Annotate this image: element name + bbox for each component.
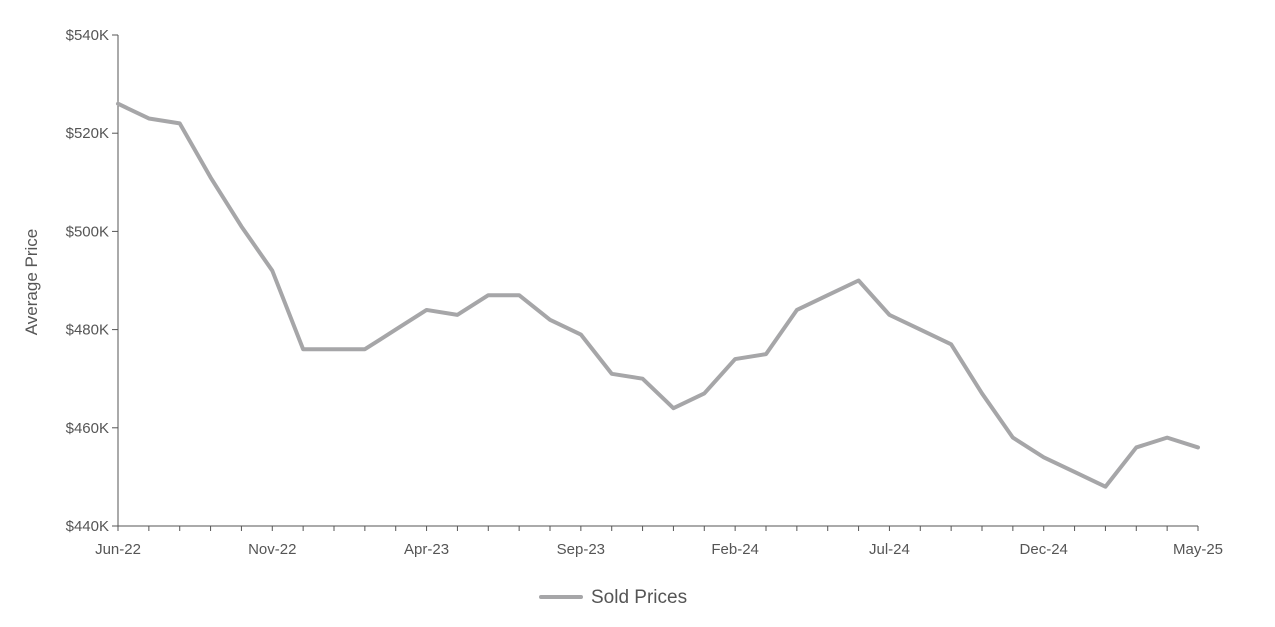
y-tick-label: $460K: [66, 420, 109, 437]
x-tick-label: Jul-24: [869, 541, 910, 558]
y-tick-label: $480K: [66, 322, 109, 339]
series-layer: [116, 101, 1200, 489]
legend: Sold Prices: [539, 587, 687, 608]
x-tick-label: Apr-23: [404, 541, 449, 558]
y-tick-label: $520K: [66, 125, 109, 142]
series-line-sold-prices: [116, 101, 1200, 489]
x-tick-label: May-25: [1173, 541, 1223, 558]
x-tick-label: Jun-22: [95, 541, 141, 558]
legend-label: Sold Prices: [591, 587, 687, 608]
x-tick-label: Dec-24: [1020, 541, 1068, 558]
x-tick-label: Nov-22: [248, 541, 296, 558]
y-axis: $440K $460K $480K $500K $520K $540K: [66, 27, 119, 535]
x-tick-label: Feb-24: [711, 541, 759, 558]
y-tick-label: $540K: [66, 27, 109, 44]
x-axis: Jun-22 Nov-22 Apr-23 Sep-23 Feb-24 Jul-24 Dec-…: [95, 525, 1223, 558]
y-tick-label: $440K: [66, 518, 109, 535]
y-axis-title: Average Price: [22, 229, 41, 335]
y-tick-label: $500K: [66, 223, 109, 240]
x-tick-label: Sep-23: [557, 541, 605, 558]
